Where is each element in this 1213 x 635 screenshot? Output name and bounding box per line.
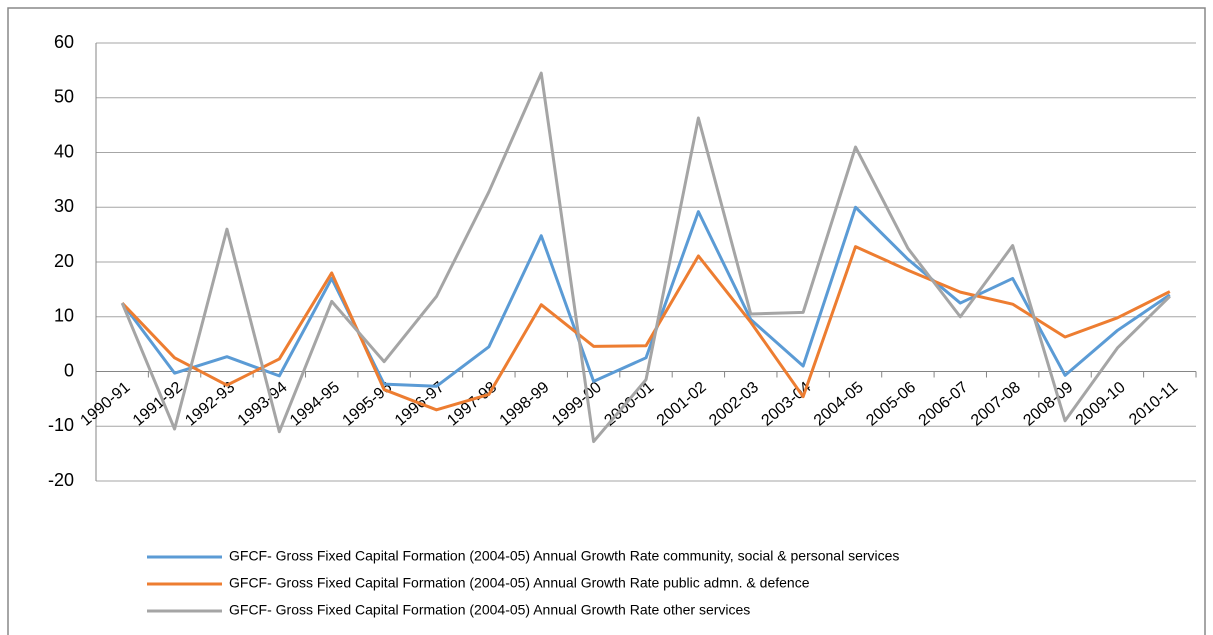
series-line	[120, 205, 1171, 388]
y-tick-label: 0	[64, 360, 74, 380]
legend-label: GFCF- Gross Fixed Capital Formation (200…	[229, 602, 750, 618]
y-tick-label: -20	[48, 470, 74, 490]
x-tick-label: 2007-08	[968, 379, 1024, 430]
y-tick-label: 30	[54, 196, 74, 216]
x-tick-label: 1990-91	[78, 379, 134, 430]
series-line	[121, 245, 1171, 412]
x-tick-label: 2001-02	[654, 379, 710, 430]
chart-frame	[7, 7, 1206, 635]
y-tick-label: 20	[54, 251, 74, 271]
x-tick-label: 1999-00	[549, 379, 605, 430]
x-tick-label: 1992-93	[182, 379, 238, 430]
legend-label: GFCF- Gross Fixed Capital Formation (200…	[229, 575, 810, 591]
x-tick-label: 2002-03	[706, 379, 762, 430]
y-tick-label: 60	[54, 32, 74, 52]
y-tick-label: 40	[54, 141, 74, 161]
legend-label: GFCF- Gross Fixed Capital Formation (200…	[229, 548, 899, 564]
series-line	[120, 71, 1171, 444]
x-tick-label: 2004-05	[811, 379, 867, 430]
x-tick-label: 2008-09	[1020, 379, 1076, 430]
x-tick-label: 1998-99	[497, 379, 553, 430]
x-tick-label: 1995-96	[339, 379, 395, 430]
x-tick-label: 2009-10	[1073, 379, 1129, 430]
x-tick-label: 2010-11	[1126, 379, 1181, 429]
y-tick-label: 50	[54, 87, 74, 107]
x-tick-label: 1994-95	[287, 379, 343, 430]
y-tick-label: -10	[48, 415, 74, 435]
y-tick-label: 10	[54, 306, 74, 326]
x-tick-label: 2005-06	[863, 379, 919, 430]
x-tick-label: 2006-07	[916, 379, 972, 430]
